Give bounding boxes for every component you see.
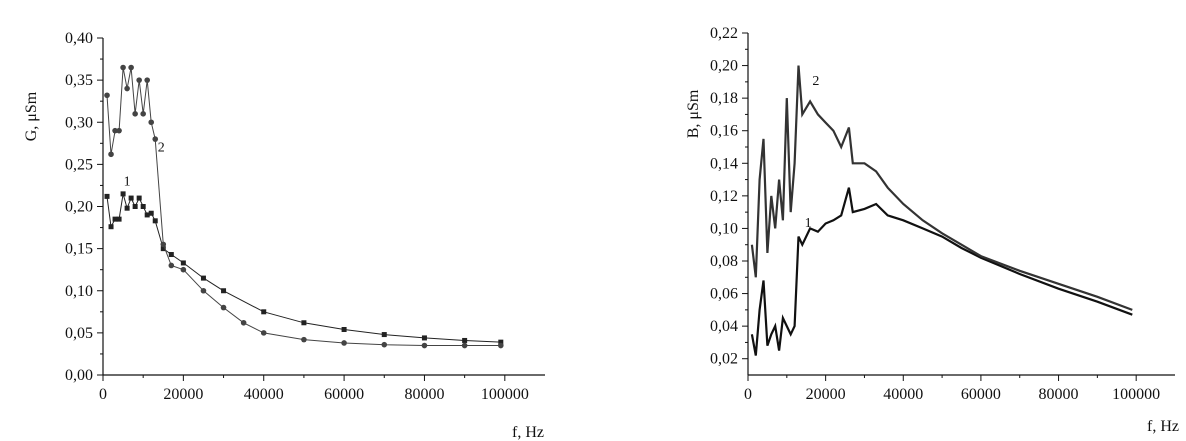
y-tick-label: 0,05 <box>65 325 93 342</box>
series-2-point <box>341 340 347 346</box>
series-2-line <box>106 67 501 346</box>
series-1-point <box>140 204 146 209</box>
series-1-point <box>498 339 504 345</box>
series-2-point <box>461 342 468 349</box>
susceptance-chart: 0 20000 40000 60000 80000 100000 0,02 0,04 0,06 0… <box>685 25 1179 435</box>
y-tick-label: 0,06 <box>710 286 738 303</box>
conductance-chart: 0 20000 40000 60000 80000 100000 0,00 0,05 0,10 0… <box>23 30 545 441</box>
x-tick-label: 40000 <box>244 386 284 403</box>
y-tick-label: 0,04 <box>710 318 738 335</box>
series-1-point <box>462 337 468 343</box>
series-1-point <box>108 224 114 230</box>
curve-annotation: 1 <box>124 174 131 189</box>
series-1-point <box>144 212 150 218</box>
y-axis-label: G, μSm <box>23 91 40 141</box>
y-tick-label: 0,20 <box>65 199 93 216</box>
y-tick-label: 0,02 <box>710 351 738 368</box>
series-2-point <box>381 341 388 348</box>
y-tick-label: 0,20 <box>710 58 738 75</box>
series-2-point <box>301 336 307 343</box>
y-tick-label: 0,16 <box>710 123 738 140</box>
y-tick-label: 0,40 <box>65 30 93 47</box>
series-2-point <box>112 127 118 134</box>
series-2-point <box>128 64 134 71</box>
y-tick-label: 0,10 <box>65 283 93 300</box>
x-tick-label: 100000 <box>481 386 529 403</box>
series-2-line <box>750 65 1133 311</box>
series-2-point <box>136 77 142 83</box>
series-2-point <box>132 111 138 117</box>
series-2-point <box>144 77 150 83</box>
y-tick-label: 0,35 <box>65 72 93 89</box>
series-1-line <box>750 187 1133 356</box>
series-2-point <box>160 241 167 248</box>
series-1-point <box>116 216 122 222</box>
curve-annotation: 2 <box>158 141 165 156</box>
x-tick-label: 40000 <box>883 386 923 403</box>
series-1-point <box>148 210 154 216</box>
series-1-point <box>180 260 186 266</box>
series-1-point <box>128 195 134 201</box>
x-tick-label: 20000 <box>163 386 203 403</box>
series-1-point <box>136 195 142 201</box>
x-axis-label: f, Hz <box>512 424 544 441</box>
series-1-point <box>160 246 166 252</box>
series-1-point <box>341 327 347 333</box>
x-tick-label: 60000 <box>324 386 364 403</box>
x-tick-label: 80000 <box>404 386 444 403</box>
series-1-point <box>261 309 267 315</box>
y-tick-label: 0,25 <box>65 156 93 173</box>
series-1-point <box>381 332 387 338</box>
series-1-point <box>112 216 118 222</box>
series-2-point <box>498 342 504 349</box>
y-tick-label: 0,12 <box>710 188 738 205</box>
series-2-point <box>152 136 159 142</box>
series-1-point <box>132 204 138 209</box>
series-1-point <box>421 335 427 341</box>
series-1-point <box>200 275 206 281</box>
x-tick-label: 100000 <box>1112 386 1160 403</box>
series-1-point <box>168 252 174 258</box>
y-tick-label: 0,08 <box>710 253 738 270</box>
y-axis-label: B, μSm <box>685 89 702 138</box>
series-2-point <box>200 287 207 294</box>
curve-annotation: 1 <box>805 216 812 231</box>
series-1-point <box>221 288 227 294</box>
x-tick-label: 60000 <box>961 386 1001 403</box>
series-1-point <box>301 320 307 326</box>
series-2-point <box>240 319 247 326</box>
y-tick-label: 0,18 <box>710 90 738 107</box>
series-2-point <box>124 85 130 92</box>
series-1-point <box>120 191 126 197</box>
y-tick-label: 0,14 <box>710 155 738 172</box>
series-2-point <box>148 119 155 126</box>
curve-annotation: 2 <box>812 74 819 89</box>
y-tick-label: 0,00 <box>65 367 93 384</box>
series-2-point <box>168 262 175 269</box>
x-tick-label: 20000 <box>806 386 846 403</box>
series-2-point <box>116 127 122 134</box>
series-2-point <box>120 64 126 71</box>
series-2-point <box>260 330 267 336</box>
x-axis-label: f, Hz <box>1147 418 1179 435</box>
x-tick-label: 0 <box>744 386 752 403</box>
series-2-point <box>104 92 110 99</box>
y-tick-label: 0,22 <box>710 25 738 42</box>
series-2-point <box>140 111 146 117</box>
series-2-point <box>180 266 187 273</box>
series-2-point <box>421 342 428 349</box>
series-2-point <box>220 304 227 311</box>
series-1-point <box>124 205 130 211</box>
y-tick-label: 0,15 <box>65 241 93 258</box>
x-tick-label: 0 <box>99 386 107 403</box>
y-tick-label: 0,10 <box>710 220 738 237</box>
series-1-point <box>152 218 158 224</box>
series-1-point <box>104 193 110 199</box>
y-tick-label: 0,30 <box>65 114 93 131</box>
x-tick-label: 80000 <box>1039 386 1079 403</box>
series-2-point <box>108 151 114 158</box>
series-1-line <box>106 193 501 343</box>
